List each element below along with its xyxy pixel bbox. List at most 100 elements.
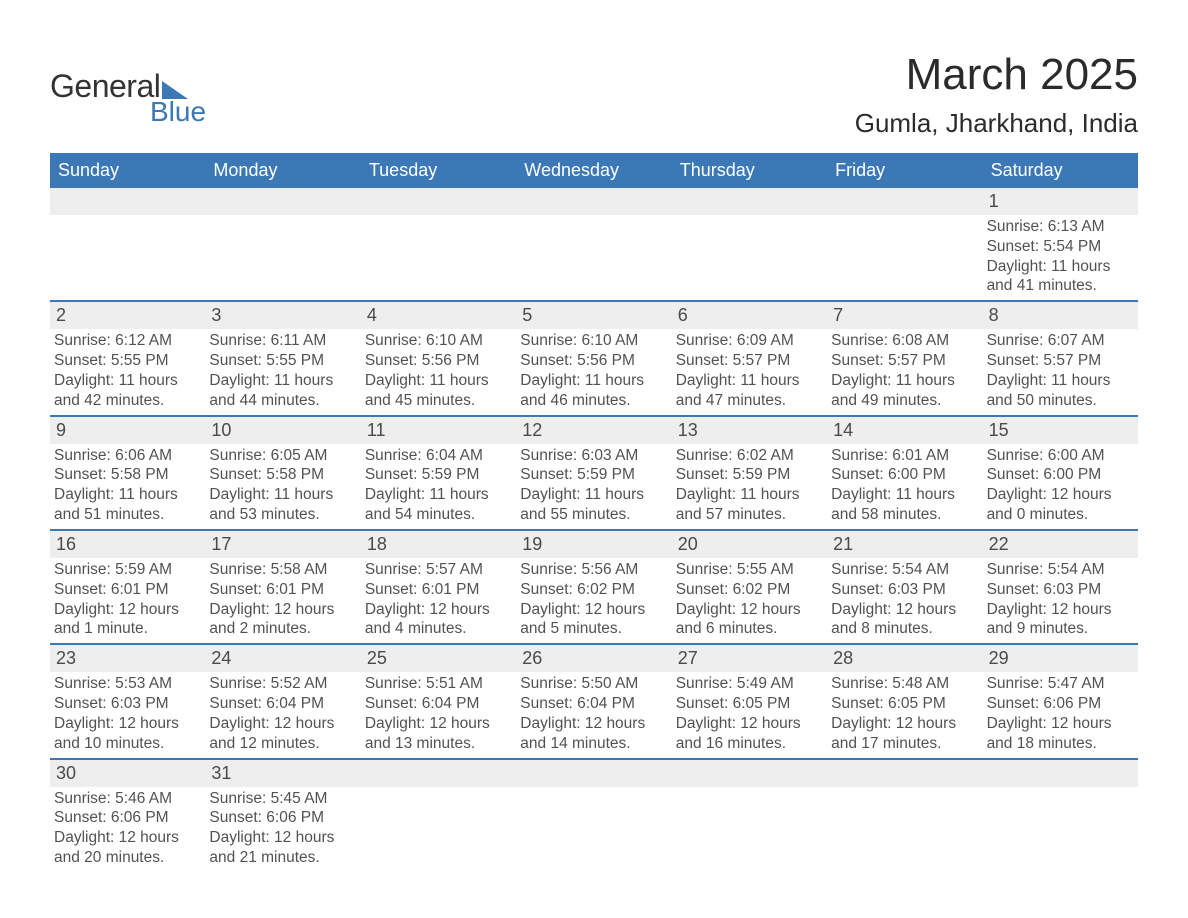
sunrise-line: Sunrise: 6:10 AM — [520, 331, 667, 351]
calendar-day: 5Sunrise: 6:10 AMSunset: 5:56 PMDaylight… — [516, 302, 671, 414]
daylight-line: Daylight: 12 hours and 12 minutes. — [209, 714, 356, 754]
day-body: Sunrise: 6:07 AMSunset: 5:57 PMDaylight:… — [983, 329, 1138, 414]
daylight-line: Daylight: 12 hours and 0 minutes. — [987, 485, 1134, 525]
logo: General Blue — [50, 70, 206, 126]
day-number: . — [50, 188, 205, 215]
sunrise-line: Sunrise: 5:53 AM — [54, 674, 201, 694]
day-body: Sunrise: 5:53 AMSunset: 6:03 PMDaylight:… — [50, 672, 205, 757]
sunrise-line: Sunrise: 6:01 AM — [831, 446, 978, 466]
calendar-day: 17Sunrise: 5:58 AMSunset: 6:01 PMDayligh… — [205, 531, 360, 643]
day-body: Sunrise: 6:01 AMSunset: 6:00 PMDaylight:… — [827, 444, 982, 529]
sunrise-line: Sunrise: 5:56 AM — [520, 560, 667, 580]
sunrise-line: Sunrise: 5:57 AM — [365, 560, 512, 580]
dow-sunday: Sunday — [50, 153, 205, 188]
day-body: Sunrise: 6:03 AMSunset: 5:59 PMDaylight:… — [516, 444, 671, 529]
daylight-line: Daylight: 12 hours and 1 minute. — [54, 600, 201, 640]
sunset-line: Sunset: 5:57 PM — [676, 351, 823, 371]
location: Gumla, Jharkhand, India — [855, 108, 1138, 139]
calendar-day: . — [50, 188, 205, 300]
sunset-line: Sunset: 6:01 PM — [209, 580, 356, 600]
calendar: Sunday Monday Tuesday Wednesday Thursday… — [50, 153, 1138, 872]
sunrise-line: Sunrise: 6:11 AM — [209, 331, 356, 351]
day-body — [827, 215, 982, 299]
day-body: Sunrise: 5:59 AMSunset: 6:01 PMDaylight:… — [50, 558, 205, 643]
daylight-line: Daylight: 12 hours and 2 minutes. — [209, 600, 356, 640]
calendar-day: 9Sunrise: 6:06 AMSunset: 5:58 PMDaylight… — [50, 417, 205, 529]
daylight-line: Daylight: 11 hours and 51 minutes. — [54, 485, 201, 525]
sunrise-line: Sunrise: 6:05 AM — [209, 446, 356, 466]
dow-saturday: Saturday — [983, 153, 1138, 188]
daylight-line: Daylight: 12 hours and 21 minutes. — [209, 828, 356, 868]
day-body: Sunrise: 5:51 AMSunset: 6:04 PMDaylight:… — [361, 672, 516, 757]
sunrise-line: Sunrise: 5:51 AM — [365, 674, 512, 694]
calendar-week: 2Sunrise: 6:12 AMSunset: 5:55 PMDaylight… — [50, 302, 1138, 416]
dow-row: Sunday Monday Tuesday Wednesday Thursday… — [50, 153, 1138, 188]
sunrise-line: Sunrise: 6:04 AM — [365, 446, 512, 466]
calendar-day: . — [827, 760, 982, 872]
sunrise-line: Sunrise: 6:10 AM — [365, 331, 512, 351]
sunrise-line: Sunrise: 5:45 AM — [209, 789, 356, 809]
daylight-line: Daylight: 11 hours and 46 minutes. — [520, 371, 667, 411]
sunset-line: Sunset: 5:54 PM — [987, 237, 1134, 257]
calendar-day: 30Sunrise: 5:46 AMSunset: 6:06 PMDayligh… — [50, 760, 205, 872]
day-body — [205, 215, 360, 299]
calendar-day: 19Sunrise: 5:56 AMSunset: 6:02 PMDayligh… — [516, 531, 671, 643]
day-body: Sunrise: 5:52 AMSunset: 6:04 PMDaylight:… — [205, 672, 360, 757]
sunset-line: Sunset: 6:04 PM — [520, 694, 667, 714]
sunset-line: Sunset: 6:04 PM — [209, 694, 356, 714]
sunrise-line: Sunrise: 6:09 AM — [676, 331, 823, 351]
daylight-line: Daylight: 12 hours and 17 minutes. — [831, 714, 978, 754]
day-body — [50, 215, 205, 299]
day-number: 30 — [50, 760, 205, 787]
dow-monday: Monday — [205, 153, 360, 188]
daylight-line: Daylight: 12 hours and 16 minutes. — [676, 714, 823, 754]
daylight-line: Daylight: 11 hours and 55 minutes. — [520, 485, 667, 525]
calendar-day: 14Sunrise: 6:01 AMSunset: 6:00 PMDayligh… — [827, 417, 982, 529]
sunset-line: Sunset: 5:56 PM — [520, 351, 667, 371]
day-number: 11 — [361, 417, 516, 444]
sunset-line: Sunset: 6:03 PM — [831, 580, 978, 600]
calendar-day: . — [361, 760, 516, 872]
sunrise-line: Sunrise: 5:52 AM — [209, 674, 356, 694]
calendar-week: 16Sunrise: 5:59 AMSunset: 6:01 PMDayligh… — [50, 531, 1138, 645]
sunrise-line: Sunrise: 6:13 AM — [987, 217, 1134, 237]
day-number: 27 — [672, 645, 827, 672]
daylight-line: Daylight: 12 hours and 8 minutes. — [831, 600, 978, 640]
sunset-line: Sunset: 6:02 PM — [676, 580, 823, 600]
daylight-line: Daylight: 12 hours and 18 minutes. — [987, 714, 1134, 754]
sunrise-line: Sunrise: 5:54 AM — [987, 560, 1134, 580]
calendar-day: 26Sunrise: 5:50 AMSunset: 6:04 PMDayligh… — [516, 645, 671, 757]
daylight-line: Daylight: 11 hours and 44 minutes. — [209, 371, 356, 411]
day-number: 15 — [983, 417, 1138, 444]
day-number: 3 — [205, 302, 360, 329]
calendar-day: 22Sunrise: 5:54 AMSunset: 6:03 PMDayligh… — [983, 531, 1138, 643]
calendar-day: 15Sunrise: 6:00 AMSunset: 6:00 PMDayligh… — [983, 417, 1138, 529]
sunset-line: Sunset: 6:00 PM — [831, 465, 978, 485]
sunrise-line: Sunrise: 5:50 AM — [520, 674, 667, 694]
calendar-day: 11Sunrise: 6:04 AMSunset: 5:59 PMDayligh… — [361, 417, 516, 529]
sunset-line: Sunset: 5:59 PM — [520, 465, 667, 485]
day-body — [516, 215, 671, 299]
day-number: . — [672, 760, 827, 787]
calendar-day: . — [827, 188, 982, 300]
day-number: . — [205, 188, 360, 215]
sunrise-line: Sunrise: 6:07 AM — [987, 331, 1134, 351]
sunrise-line: Sunrise: 6:06 AM — [54, 446, 201, 466]
day-body: Sunrise: 6:08 AMSunset: 5:57 PMDaylight:… — [827, 329, 982, 414]
calendar-week: 23Sunrise: 5:53 AMSunset: 6:03 PMDayligh… — [50, 645, 1138, 759]
sunrise-line: Sunrise: 5:55 AM — [676, 560, 823, 580]
day-number: . — [983, 760, 1138, 787]
dow-tuesday: Tuesday — [361, 153, 516, 188]
day-number: 16 — [50, 531, 205, 558]
page: General Blue March 2025 Gumla, Jharkhand… — [0, 0, 1188, 872]
sunrise-line: Sunrise: 5:54 AM — [831, 560, 978, 580]
daylight-line: Daylight: 12 hours and 14 minutes. — [520, 714, 667, 754]
day-body: Sunrise: 6:12 AMSunset: 5:55 PMDaylight:… — [50, 329, 205, 414]
daylight-line: Daylight: 11 hours and 54 minutes. — [365, 485, 512, 525]
day-number: 19 — [516, 531, 671, 558]
day-body: Sunrise: 6:10 AMSunset: 5:56 PMDaylight:… — [361, 329, 516, 414]
calendar-week: 30Sunrise: 5:46 AMSunset: 6:06 PMDayligh… — [50, 760, 1138, 872]
day-body: Sunrise: 5:57 AMSunset: 6:01 PMDaylight:… — [361, 558, 516, 643]
day-body — [516, 787, 671, 867]
day-body — [361, 787, 516, 867]
